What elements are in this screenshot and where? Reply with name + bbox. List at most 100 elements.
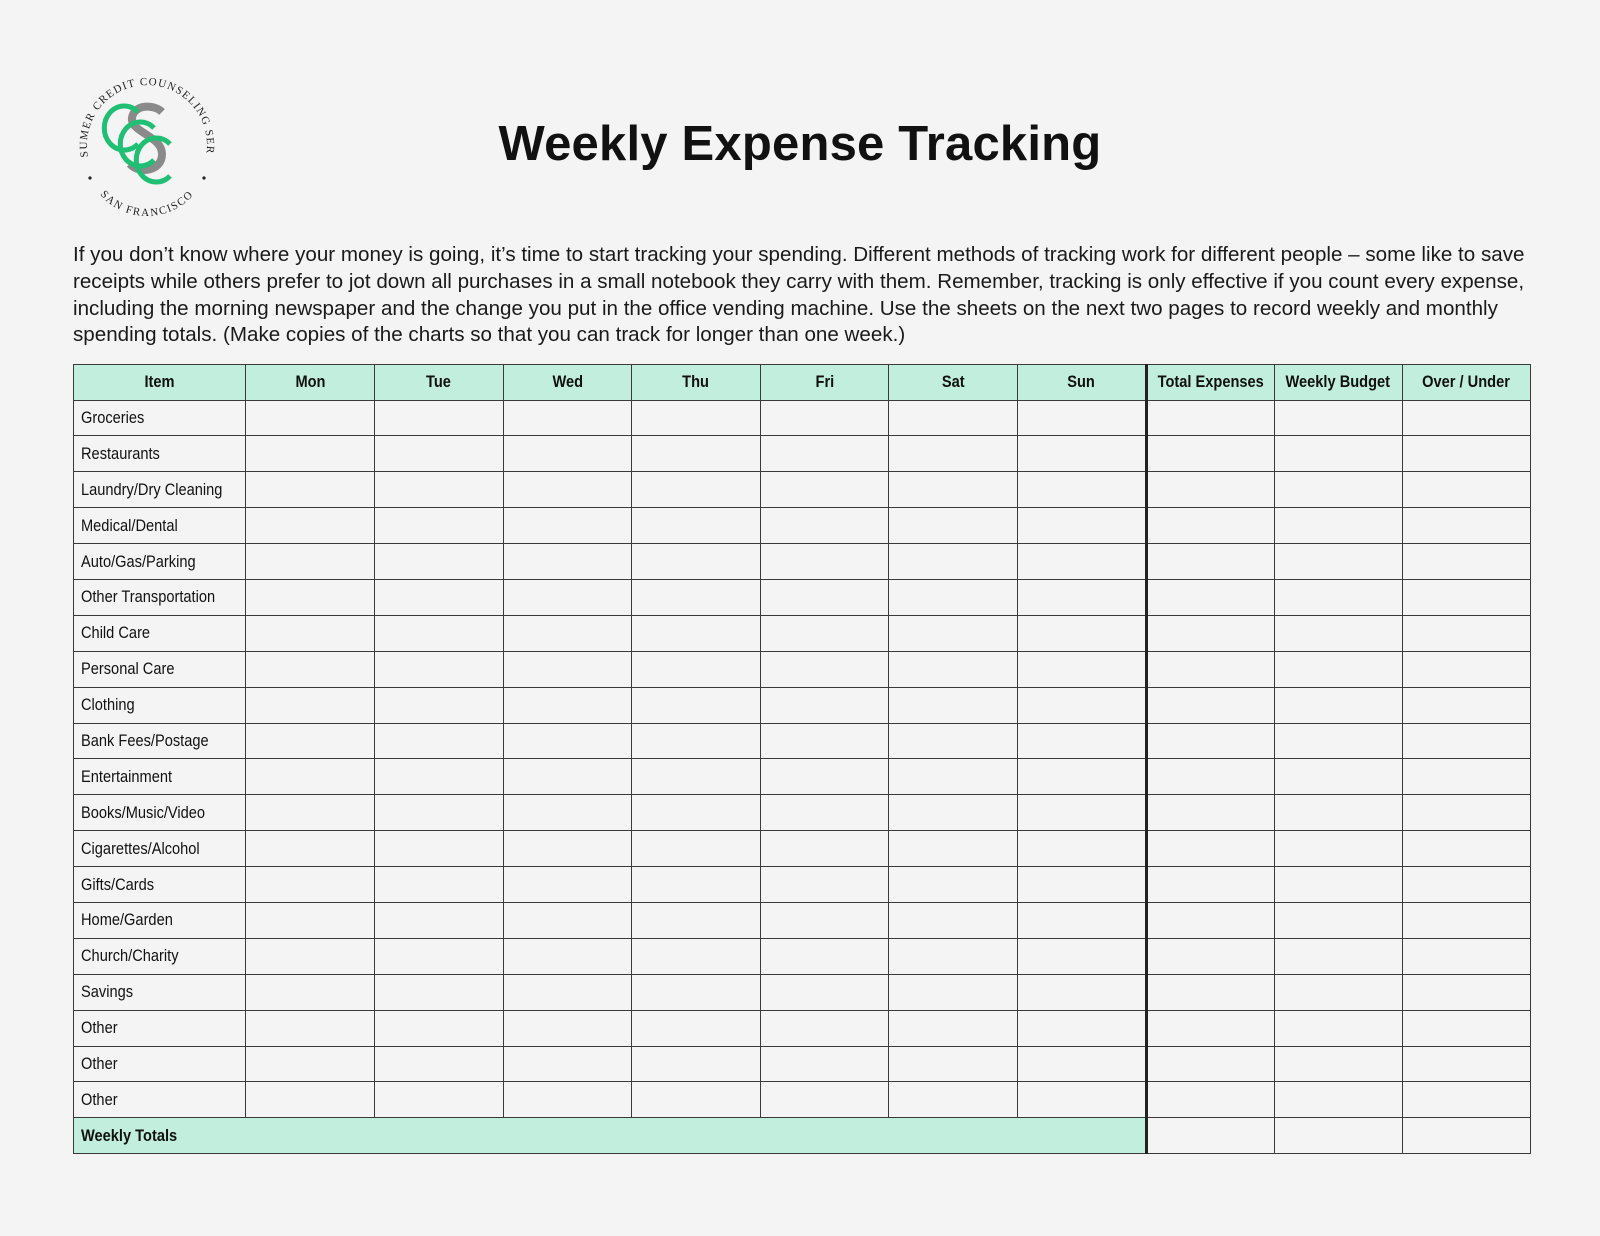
entry-cell[interactable] (1016, 758, 1147, 796)
entry-cell[interactable] (1016, 722, 1147, 760)
entry-cell[interactable] (1144, 543, 1275, 580)
entry-cell[interactable] (759, 435, 890, 473)
entry-cell[interactable] (245, 614, 376, 652)
entry-cell[interactable] (245, 758, 376, 796)
entry-cell[interactable] (1144, 866, 1275, 903)
entry-cell[interactable] (1273, 1009, 1403, 1047)
entry-cell[interactable] (1273, 543, 1403, 580)
entry-cell[interactable] (245, 650, 376, 688)
entry-cell[interactable] (759, 722, 890, 760)
entry-cell[interactable] (888, 471, 1018, 509)
entry-cell[interactable] (502, 758, 633, 796)
entry-cell[interactable] (888, 866, 1018, 903)
entry-cell[interactable] (759, 650, 890, 688)
entry-cell[interactable] (374, 830, 504, 868)
entry-cell[interactable] (1144, 1081, 1275, 1119)
entry-cell[interactable] (374, 507, 504, 545)
entry-cell[interactable] (888, 1045, 1018, 1083)
entry-cell[interactable] (245, 1081, 376, 1119)
entry-cell[interactable] (1144, 650, 1275, 688)
entry-cell[interactable] (245, 794, 376, 832)
entry-cell[interactable] (1016, 543, 1147, 580)
entry-cell[interactable] (502, 686, 633, 724)
entry-cell[interactable] (1273, 758, 1403, 796)
entry-cell[interactable] (631, 578, 761, 616)
entry-cell[interactable] (245, 901, 376, 939)
entry-cell[interactable] (1144, 758, 1275, 796)
entry-cell[interactable] (502, 1045, 633, 1083)
entry-cell[interactable] (1144, 471, 1275, 509)
entry-cell[interactable] (759, 830, 890, 868)
entry-cell[interactable] (888, 650, 1018, 688)
entry-cell[interactable] (1144, 686, 1275, 724)
entry-cell[interactable] (1273, 866, 1403, 903)
entry-cell[interactable] (374, 650, 504, 688)
entry-cell[interactable] (1016, 650, 1147, 688)
entry-cell[interactable] (1144, 937, 1275, 975)
entry-cell[interactable] (1144, 578, 1275, 616)
entry-cell[interactable] (502, 866, 633, 903)
entry-cell[interactable] (1401, 722, 1531, 760)
entry-cell[interactable] (1016, 435, 1147, 473)
entry-cell[interactable] (1273, 937, 1403, 975)
entry-cell[interactable] (374, 866, 504, 903)
entry-cell[interactable] (1016, 1045, 1147, 1083)
entry-cell[interactable] (374, 1045, 504, 1083)
entry-cell[interactable] (245, 1045, 376, 1083)
entry-cell[interactable] (1401, 543, 1531, 580)
entry-cell[interactable] (374, 471, 504, 509)
entry-cell[interactable] (502, 650, 633, 688)
entry-cell[interactable] (1273, 686, 1403, 724)
entry-cell[interactable] (631, 722, 761, 760)
entry-cell[interactable] (888, 578, 1018, 616)
entry-cell[interactable] (1401, 614, 1531, 652)
entry-cell[interactable] (245, 543, 376, 580)
entry-cell[interactable] (1016, 973, 1147, 1011)
entry-cell[interactable] (245, 435, 376, 473)
entry-cell[interactable] (502, 973, 633, 1011)
entry-cell[interactable] (759, 794, 890, 832)
entry-cell[interactable] (1273, 722, 1403, 760)
entry-cell[interactable] (1401, 866, 1531, 903)
entry-cell[interactable] (502, 507, 633, 545)
entry-cell[interactable] (1144, 973, 1275, 1011)
entry-cell[interactable] (245, 578, 376, 616)
entry-cell[interactable] (759, 686, 890, 724)
entry-cell[interactable] (631, 901, 761, 939)
entry-cell[interactable] (1401, 1009, 1531, 1047)
entry-cell[interactable] (1273, 794, 1403, 832)
entry-cell[interactable] (1144, 399, 1275, 437)
entry-cell[interactable] (631, 794, 761, 832)
entry-cell[interactable] (888, 1009, 1018, 1047)
entry-cell[interactable] (759, 1081, 890, 1119)
entry-cell[interactable] (374, 1081, 504, 1119)
entry-cell[interactable] (1273, 1081, 1403, 1119)
entry-cell[interactable] (374, 1009, 504, 1047)
entry-cell[interactable] (502, 722, 633, 760)
entry-cell[interactable] (1273, 471, 1403, 509)
entry-cell[interactable] (759, 471, 890, 509)
entry-cell[interactable] (759, 866, 890, 903)
entry-cell[interactable] (502, 543, 633, 580)
entry-cell[interactable] (1273, 399, 1403, 437)
entry-cell[interactable] (502, 1009, 633, 1047)
entry-cell[interactable] (502, 471, 633, 509)
entry-cell[interactable] (1401, 973, 1531, 1011)
entry-cell[interactable] (1016, 830, 1147, 868)
entry-cell[interactable] (374, 794, 504, 832)
entry-cell[interactable] (1401, 507, 1531, 545)
entry-cell[interactable] (1273, 507, 1403, 545)
entry-cell[interactable] (631, 399, 761, 437)
entry-cell[interactable] (374, 722, 504, 760)
entry-cell[interactable] (631, 830, 761, 868)
entry-cell[interactable] (631, 866, 761, 903)
entry-cell[interactable] (245, 686, 376, 724)
entry-cell[interactable] (1401, 686, 1531, 724)
total-entry-cell[interactable] (1401, 1117, 1531, 1155)
entry-cell[interactable] (1144, 507, 1275, 545)
entry-cell[interactable] (502, 399, 633, 437)
entry-cell[interactable] (1144, 1045, 1275, 1083)
entry-cell[interactable] (1273, 650, 1403, 688)
entry-cell[interactable] (1401, 794, 1531, 832)
entry-cell[interactable] (245, 866, 376, 903)
